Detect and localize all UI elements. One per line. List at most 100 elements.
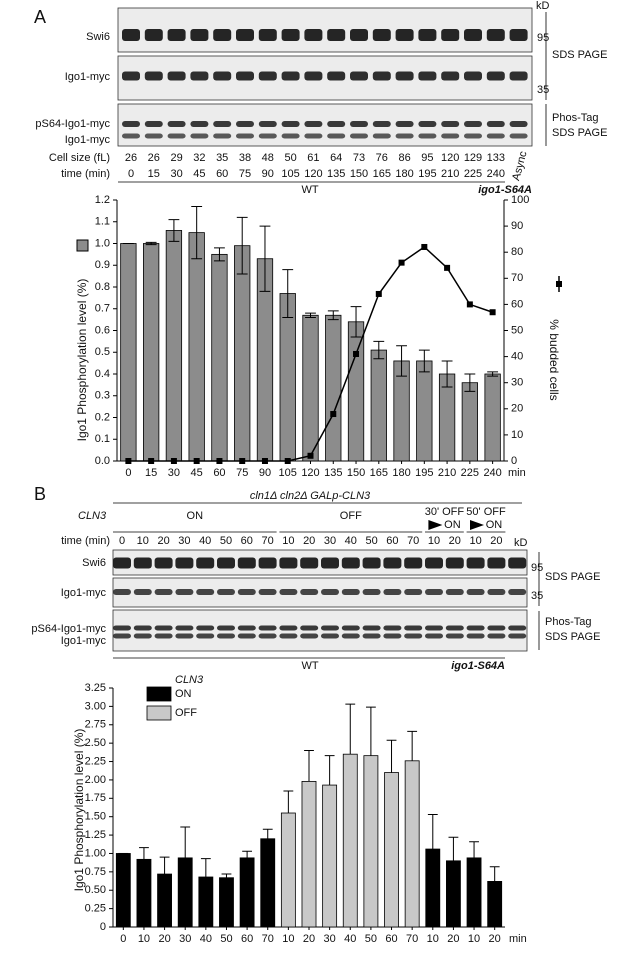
- blot-row-label: pS64-Igo1-myc: [35, 118, 110, 130]
- band: [404, 589, 423, 595]
- cell-size: 26: [148, 152, 160, 164]
- bar: [487, 881, 503, 928]
- band: [466, 557, 485, 569]
- band: [509, 133, 528, 139]
- band: [133, 633, 152, 639]
- error-bar: [469, 841, 479, 858]
- blot-row-label: pS64-Igo1-myc: [31, 623, 106, 635]
- x-tick-label: 20: [489, 933, 501, 945]
- band: [113, 625, 131, 631]
- band: [341, 633, 360, 639]
- gel-label: Phos-Tag: [552, 112, 598, 124]
- x-tick-label: 60: [385, 933, 397, 945]
- y2-axis-title: % budded cells: [547, 319, 561, 400]
- y-tick-label: 0.6: [95, 324, 110, 336]
- kd-label: kD: [514, 537, 528, 549]
- band: [167, 29, 186, 41]
- band: [237, 589, 256, 595]
- line-marker: [466, 301, 473, 308]
- legend-swatch: [146, 705, 172, 721]
- band: [213, 133, 232, 139]
- async-label: Async: [510, 149, 529, 182]
- error-bar: [214, 247, 225, 262]
- band: [445, 625, 464, 631]
- band: [418, 133, 437, 139]
- band: [144, 121, 163, 127]
- time: 225: [464, 168, 482, 180]
- band: [113, 557, 131, 569]
- error-bar: [345, 703, 356, 755]
- line-marker: [125, 458, 132, 464]
- error-bar: [396, 345, 407, 377]
- time: 30: [324, 535, 336, 547]
- band: [122, 133, 140, 139]
- band: [395, 121, 414, 127]
- bar: [301, 780, 317, 928]
- time: 10: [282, 535, 294, 547]
- y-tick-label: 0: [100, 921, 106, 933]
- bar: [219, 877, 234, 928]
- y2-tick-label: 100: [511, 194, 529, 206]
- error-bar: [236, 216, 248, 275]
- legend-title: CLN3: [175, 674, 204, 686]
- y-tick-label: 3.25: [85, 682, 106, 694]
- band: [258, 133, 277, 139]
- y-tick-label: 0.8: [95, 281, 110, 293]
- band: [508, 633, 527, 639]
- band: [395, 29, 414, 41]
- y2-tick-label: 50: [511, 324, 523, 336]
- bar: [484, 373, 501, 462]
- band: [321, 557, 339, 569]
- kd-label: kD: [536, 0, 550, 12]
- band: [362, 633, 381, 639]
- x-tick-label: 40: [344, 933, 356, 945]
- gel-label: SDS PAGE: [545, 631, 600, 643]
- x-tick-label: 90: [259, 467, 271, 479]
- x-tick-label: 30: [168, 467, 180, 479]
- bar: [260, 838, 276, 928]
- bar: [404, 760, 420, 928]
- band: [281, 133, 300, 139]
- band: [122, 29, 140, 41]
- band: [508, 557, 527, 569]
- bar: [370, 349, 387, 462]
- cell-size: 29: [170, 152, 182, 164]
- strain: cln1Δ cln2Δ GALp-CLN3: [250, 490, 371, 502]
- band: [466, 633, 485, 639]
- band: [304, 71, 323, 81]
- line-marker: [193, 458, 200, 464]
- band: [167, 121, 186, 127]
- bar: [384, 772, 399, 928]
- error-bar: [441, 360, 453, 388]
- y2-tick-label: 20: [511, 403, 523, 415]
- time: 40: [199, 535, 211, 547]
- mw-marker: 95: [531, 562, 543, 574]
- band: [372, 133, 391, 139]
- x-tick-label: 45: [191, 467, 203, 479]
- bar: [120, 243, 137, 462]
- time: 10: [428, 535, 440, 547]
- cell-size: 73: [353, 152, 365, 164]
- mw-marker: 35: [531, 590, 543, 602]
- band: [464, 71, 482, 81]
- time: 180: [395, 168, 413, 180]
- band: [281, 71, 300, 81]
- time: 40: [345, 535, 357, 547]
- y-tick-label: 1.00: [85, 847, 106, 859]
- line-marker: [216, 458, 223, 464]
- blot-row-label: Igo1-myc: [61, 587, 107, 599]
- band: [175, 557, 194, 569]
- error-bar: [159, 856, 170, 875]
- band: [281, 121, 300, 127]
- band: [418, 71, 437, 81]
- band: [509, 121, 528, 127]
- band: [350, 121, 368, 127]
- cell-size: 129: [464, 152, 482, 164]
- band: [441, 29, 460, 41]
- error-bar: [304, 750, 314, 782]
- line-marker: [330, 411, 337, 418]
- y-tick-label: 1.50: [85, 811, 106, 823]
- bar: [143, 243, 160, 462]
- time: 30: [170, 168, 182, 180]
- panel-label: B: [34, 484, 46, 504]
